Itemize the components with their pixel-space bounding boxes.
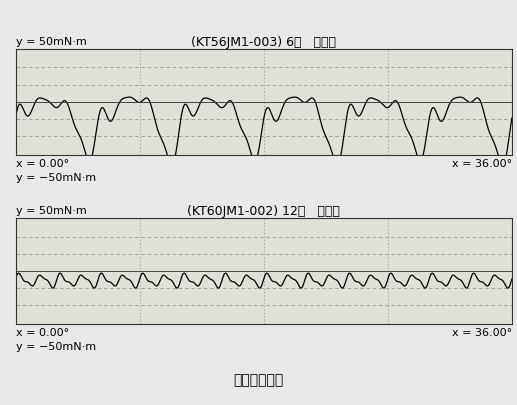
Text: y = 50mN·m: y = 50mN·m: [16, 206, 86, 216]
Text: y = 50mN·m: y = 50mN·m: [16, 36, 86, 47]
Text: x = 0.00°: x = 0.00°: [16, 159, 69, 168]
Text: x = 0.00°: x = 0.00°: [16, 328, 69, 338]
Title: (KT60JM1-002) 12极   有微调: (KT60JM1-002) 12极 有微调: [187, 205, 340, 218]
Title: (KT56JM1-003) 6极   无微调: (KT56JM1-003) 6极 无微调: [191, 36, 336, 49]
Text: x = 36.00°: x = 36.00°: [452, 159, 512, 168]
Text: x = 36.00°: x = 36.00°: [452, 328, 512, 338]
Text: 齿槽转矩比较: 齿槽转矩比较: [233, 374, 284, 388]
Text: y = −50mN·m: y = −50mN·m: [16, 173, 96, 183]
Text: y = −50mN·m: y = −50mN·m: [16, 342, 96, 352]
